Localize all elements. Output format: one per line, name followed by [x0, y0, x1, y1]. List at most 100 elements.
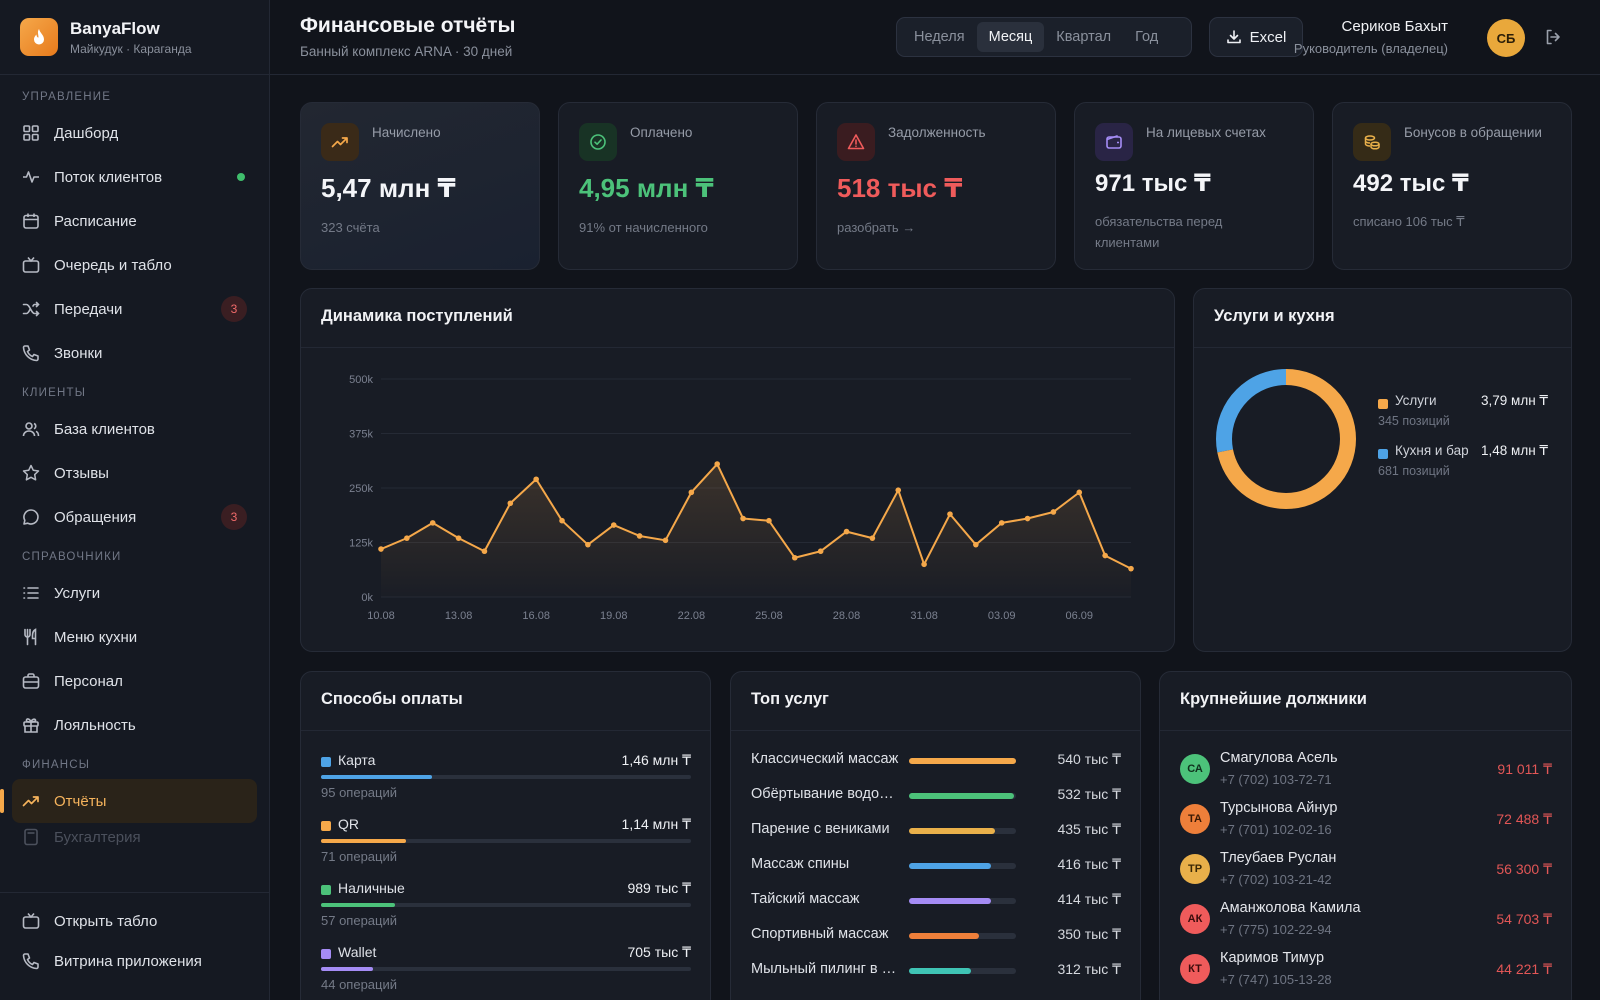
data-point[interactable]	[636, 533, 643, 539]
revenue-chart-card: Динамика поступлений 0k 125k 250k 375k 500k 1…	[300, 288, 1175, 652]
data-point[interactable]	[998, 520, 1005, 526]
sidebar-item-dashboard[interactable]: Дашборд	[0, 111, 269, 155]
payment-bar-fill	[321, 967, 373, 971]
sidebar-item-services[interactable]: Услуги	[0, 571, 269, 615]
top-service-row[interactable]: Тайский массаж 414 тыс ₸	[751, 891, 1121, 911]
top-service-row[interactable]: Мыльный пилинг в хаммаме 312 тыс ₸	[751, 961, 1121, 981]
data-point[interactable]	[1076, 489, 1083, 496]
data-point[interactable]	[455, 535, 462, 541]
payment-methods-card: Способы оплаты Карта 1,46 млн ₸ 95 опера…	[300, 671, 711, 1000]
avatar[interactable]: СБ	[1487, 19, 1525, 57]
sidebar-item-label: Передачи	[54, 300, 123, 318]
sidebar-item-label: Отзывы	[54, 464, 109, 482]
sidebar-item-queue[interactable]: Очередь и табло	[0, 243, 269, 287]
period-week-button[interactable]: Неделя	[914, 29, 965, 45]
period-quarter-button[interactable]: Квартал	[1056, 29, 1112, 45]
online-status-dot	[237, 173, 245, 181]
x-tick-label: 03.09	[988, 610, 1016, 622]
data-point[interactable]	[378, 546, 384, 552]
kpi-note: 91% от начисленного	[579, 220, 708, 235]
sidebar-item-client-flow[interactable]: Поток клиентов	[0, 155, 269, 199]
sidebar-item-accounting[interactable]: Бухгалтерия	[0, 823, 269, 851]
top-service-row[interactable]: Обёртывание водорослями 532 тыс ₸	[751, 786, 1121, 806]
period-month-button[interactable]: Месяц	[976, 22, 1045, 52]
data-point[interactable]	[714, 461, 721, 467]
service-bar	[909, 828, 1016, 834]
service-name: Классический массаж	[751, 751, 899, 767]
kpi-card-paid: Оплачено 4,95 млн ₸ 91% от начисленного	[558, 102, 798, 270]
data-point[interactable]	[973, 541, 979, 548]
data-point[interactable]	[533, 476, 539, 483]
app-showcase-link[interactable]: Витрина приложения	[0, 941, 269, 981]
data-point[interactable]	[662, 537, 669, 544]
data-point[interactable]	[610, 522, 617, 528]
debtor-row[interactable]: СА Смагулова Асель +7 (702) 103-72-71 91…	[1180, 750, 1552, 794]
data-point[interactable]	[507, 500, 514, 507]
data-point[interactable]	[429, 520, 436, 526]
sidebar-item-calls[interactable]: Звонки	[0, 331, 269, 375]
data-point[interactable]	[817, 548, 824, 555]
data-point[interactable]	[791, 554, 798, 561]
footer-item-label: Витрина приложения	[54, 952, 202, 970]
data-point[interactable]	[766, 517, 772, 524]
data-point[interactable]	[895, 487, 902, 493]
sidebar-item-reports[interactable]: Отчёты	[0, 779, 257, 823]
sidebar-item-schedule[interactable]: Расписание	[0, 199, 269, 243]
debtor-row[interactable]: КТ Каримов Тимур +7 (747) 105-13-28 44 2…	[1180, 950, 1552, 994]
top-service-row[interactable]: Спортивный массаж 350 тыс ₸	[751, 926, 1121, 946]
logout-icon[interactable]	[1544, 28, 1562, 46]
page-subtitle: Банный комплекс ARNA · 30 дней	[300, 44, 513, 59]
debtor-row[interactable]: ТА Турсынова Айнур +7 (701) 102-02-16 72…	[1180, 800, 1552, 844]
service-name: Мыльный пилинг в хаммаме	[751, 961, 899, 977]
period-year-button[interactable]: Год	[1135, 29, 1159, 45]
sidebar-item-loyalty[interactable]: Лояльность	[0, 703, 269, 747]
data-point[interactable]	[1102, 552, 1108, 559]
services-kitchen-donut-chart	[1216, 369, 1356, 509]
top-service-row[interactable]: Классический массаж 540 тыс ₸	[751, 751, 1121, 771]
service-bar-fill	[909, 933, 979, 939]
data-point[interactable]	[1024, 515, 1031, 522]
data-point[interactable]	[843, 528, 850, 535]
sidebar-item-reviews[interactable]: Отзывы	[0, 451, 269, 495]
kpi-value: 492 тыс ₸	[1353, 170, 1469, 197]
data-point[interactable]	[921, 561, 927, 568]
avatar: СА	[1180, 754, 1210, 784]
data-point[interactable]	[947, 511, 953, 517]
data-point[interactable]	[1050, 509, 1057, 515]
resolve-debt-link[interactable]: разобрать →	[837, 220, 916, 235]
brand[interactable]: BanyaFlow Майкудук · Караганда	[0, 0, 269, 75]
sidebar-item-client-base[interactable]: База клиентов	[0, 407, 269, 451]
x-tick-label: 06.09	[1066, 610, 1094, 622]
service-bar-fill	[909, 968, 972, 974]
payment-bar	[321, 903, 691, 907]
top-service-row[interactable]: Парение с вениками 435 тыс ₸	[751, 821, 1121, 841]
export-excel-button[interactable]: Excel	[1209, 17, 1303, 57]
data-point[interactable]	[688, 489, 695, 496]
data-point[interactable]	[481, 548, 488, 555]
avatar: ТР	[1180, 854, 1210, 884]
service-name: Тайский массаж	[751, 891, 860, 907]
donut-slice-services[interactable]	[1216, 369, 1356, 509]
data-point[interactable]	[585, 541, 591, 548]
service-bar	[909, 793, 1016, 799]
data-point[interactable]	[740, 515, 746, 522]
open-display-link[interactable]: Открыть табло	[0, 901, 269, 941]
sidebar-item-appeals[interactable]: Обращения 3	[0, 495, 269, 539]
x-tick-label: 22.08	[678, 610, 706, 622]
export-label: Excel	[1249, 28, 1287, 46]
debtor-row[interactable]: ТР Тлеубаев Руслан +7 (702) 103-21-42 56…	[1180, 850, 1552, 894]
data-point[interactable]	[559, 517, 565, 524]
data-point[interactable]	[404, 535, 410, 541]
legend-swatch	[1378, 449, 1388, 459]
top-service-row[interactable]: Массаж спины 416 тыс ₸	[751, 856, 1121, 876]
legend-value: 1,48 млн ₸	[1481, 443, 1548, 458]
sidebar-item-kitchen-menu[interactable]: Меню кухни	[0, 615, 269, 659]
service-revenue: 414 тыс ₸	[1057, 891, 1121, 907]
debtor-row[interactable]: АК Аманжолова Камила +7 (775) 102-22-94 …	[1180, 900, 1552, 944]
sidebar-item-staff[interactable]: Персонал	[0, 659, 269, 703]
data-point[interactable]	[869, 535, 876, 541]
data-point[interactable]	[1128, 565, 1134, 572]
service-name: Массаж спины	[751, 856, 850, 872]
sidebar-item-transfers[interactable]: Передачи 3	[0, 287, 269, 331]
payment-bar	[321, 967, 691, 971]
